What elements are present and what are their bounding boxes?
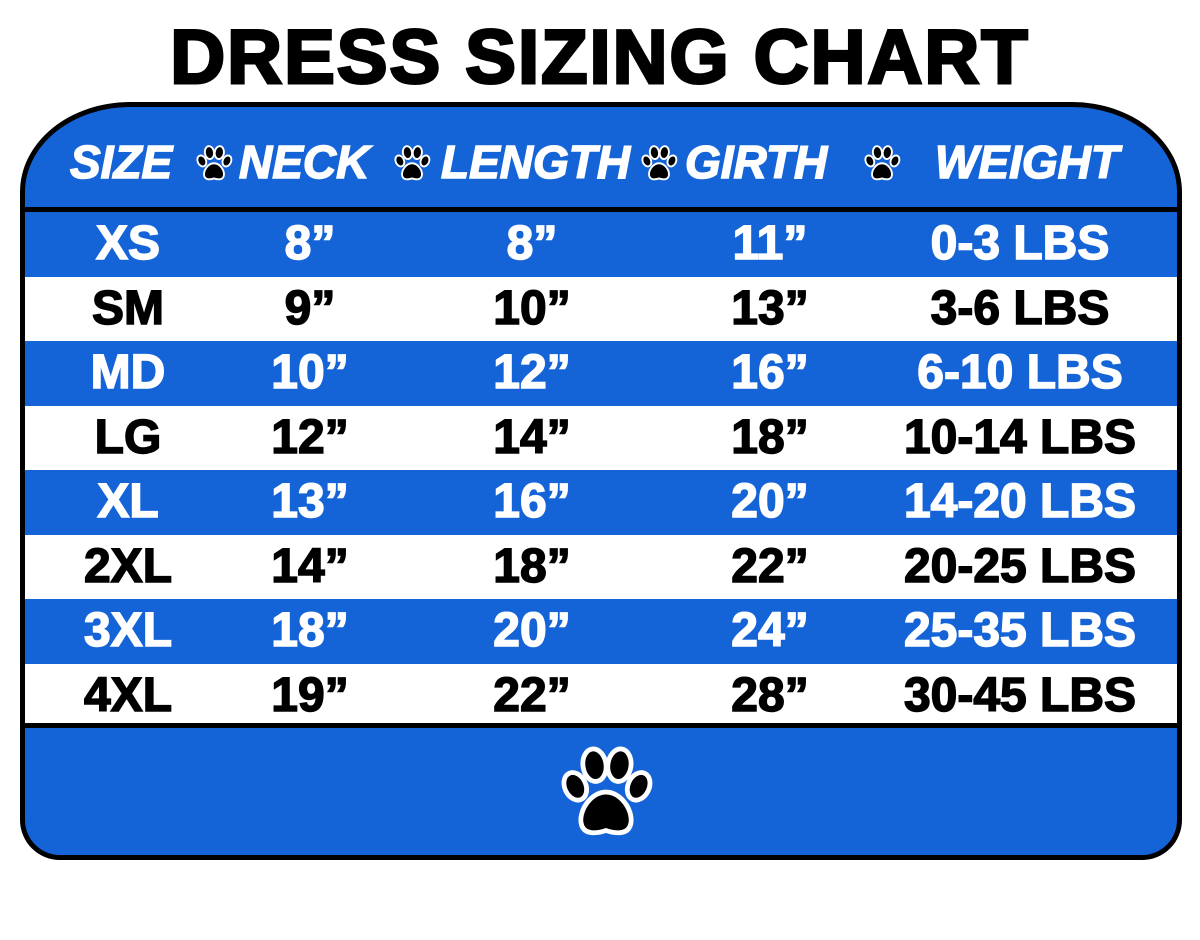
table-row: 2XL 14” 18” 22” 20-25 LBS [25,534,1177,599]
cell-girth: 24” [731,603,810,658]
table-row: LG 12” 14” 18” 10-14 LBS [25,405,1177,470]
cell-neck: 14” [271,539,350,594]
paw-icon [863,145,901,183]
cell-length: 10” [493,281,572,336]
cell-weight: 10-14 LBS [903,410,1137,465]
cell-length: 22” [493,668,572,723]
table-row: 3XL 18” 20” 24” 25-35 LBS [25,599,1177,664]
table-header: SIZE NECK LENGTH GIRTH WEIGHT [25,107,1177,212]
cell-girth: 22” [731,539,810,594]
header-weight: WEIGHT [934,136,1119,188]
header-neck: NECK [238,136,370,188]
cell-length: 16” [493,474,572,529]
cell-length: 20” [493,603,572,658]
cell-weight: 14-20 LBS [903,474,1137,529]
cell-size: 2XL [83,539,173,594]
table-body: XS 8” 8” 11” 0-3 LBS SM 9” 10” 13” 3-6 LBS MD 10” 12… [25,212,1177,728]
cell-weight: 20-25 LBS [903,539,1137,594]
cell-length: 18” [493,539,572,594]
cell-size: XS [95,216,161,271]
cell-weight: 6-10 LBS [917,345,1124,400]
header-length: LENGTH [440,136,631,188]
cell-neck: 9” [284,281,336,336]
cell-weight: 25-35 LBS [903,603,1137,658]
cell-neck: 12” [271,410,350,465]
table-row: XL 13” 16” 20” 14-20 LBS [25,470,1177,535]
cell-length: 12” [493,345,572,400]
cell-neck: 13” [271,474,350,529]
paw-icon [558,746,654,842]
cell-girth: 18” [731,410,810,465]
table-row: SM 9” 10” 13” 3-6 LBS [25,276,1177,341]
cell-weight: 3-6 LBS [930,281,1110,336]
cell-girth: 11” [732,216,808,271]
cell-weight: 30-45 LBS [903,668,1137,723]
paw-icon [195,145,233,183]
cell-weight: 0-3 LBS [930,216,1110,271]
cell-size: SM [91,281,165,336]
chart-title: DRESS SIZING CHART [169,14,1030,102]
cell-length: 14” [493,410,572,465]
header-size: SIZE [69,136,173,188]
cell-size: MD [90,345,166,400]
cell-size: XL [97,474,160,529]
cell-neck: 18” [271,603,350,658]
table-row: MD 10” 12” 16” 6-10 LBS [25,341,1177,406]
cell-size: LG [94,410,162,465]
cell-neck: 8” [284,216,336,271]
cell-length: 8” [506,216,558,271]
cell-size: 3XL [83,603,173,658]
table-footer [25,723,1177,860]
header-girth: GIRTH [684,136,828,188]
cell-girth: 20” [731,474,810,529]
cell-size: 4XL [83,668,173,723]
paw-icon [640,145,678,183]
cell-neck: 10” [271,345,350,400]
sizing-table: SIZE NECK LENGTH GIRTH WEIGHT XS 8” 8” 11” 0… [20,102,1182,860]
table-row: XS 8” 8” 11” 0-3 LBS [25,212,1177,277]
cell-girth: 16” [731,345,810,400]
cell-girth: 13” [731,281,810,336]
cell-neck: 19” [271,668,350,723]
cell-girth: 28” [731,668,810,723]
paw-icon [393,145,431,183]
table-row: 4XL 19” 22” 28” 30-45 LBS [25,663,1177,728]
